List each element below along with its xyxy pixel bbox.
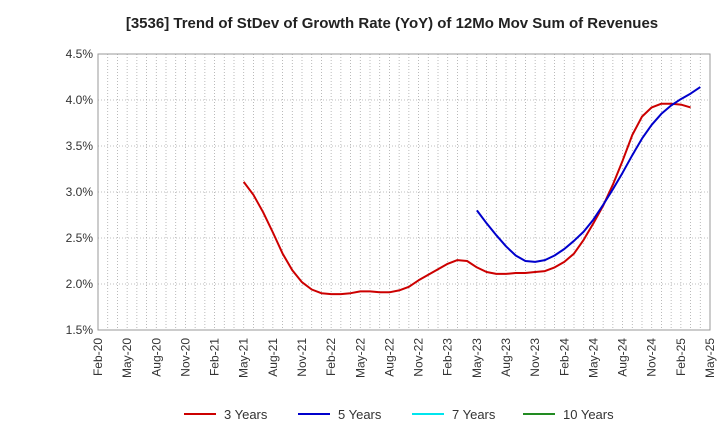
plot-area xyxy=(97,53,711,331)
x-tick-label: Aug-20 xyxy=(149,338,163,377)
x-tick-label: Feb-23 xyxy=(441,338,455,376)
x-tick-label: Nov-20 xyxy=(178,338,192,377)
x-tick-label: May-23 xyxy=(470,338,484,378)
x-tick-label: Nov-24 xyxy=(645,338,659,377)
x-tick-label: Nov-23 xyxy=(528,338,542,377)
legend: 3 Years 5 Years 7 Years 10 Years xyxy=(184,407,614,422)
x-tick-label: Aug-23 xyxy=(499,338,513,377)
x-tick-label: Feb-20 xyxy=(91,338,105,376)
x-tick-label: Aug-21 xyxy=(266,338,280,377)
x-tick-label: May-22 xyxy=(353,338,367,378)
x-tick-label: Nov-21 xyxy=(295,338,309,377)
y-tick-label: 2.0% xyxy=(66,277,94,291)
y-tick-label: 2.5% xyxy=(66,231,94,245)
y-tick-label: 4.0% xyxy=(66,93,94,107)
x-tick-label: May-24 xyxy=(586,338,600,378)
y-tick-label: 3.0% xyxy=(66,185,94,199)
x-tick-label: Feb-24 xyxy=(557,338,571,376)
chart-title: [3536] Trend of StDev of Growth Rate (Yo… xyxy=(126,15,658,32)
x-axis: Feb-20 May-20 Aug-20 Nov-20 Feb-21 May-21 Aug-… xyxy=(91,338,717,378)
x-tick-label: Feb-25 xyxy=(674,338,688,376)
legend-label-10-years: 10 Years xyxy=(563,407,614,422)
legend-label-5-years: 5 Years xyxy=(338,407,382,422)
series-line-3-years xyxy=(242,102,691,296)
x-tick-label: May-20 xyxy=(120,338,134,378)
x-tick-label: Aug-24 xyxy=(616,338,630,377)
x-tick-label: Feb-21 xyxy=(208,338,222,376)
y-tick-label: 3.5% xyxy=(66,139,94,153)
series-line-5-years xyxy=(476,86,701,263)
x-tick-label: Nov-22 xyxy=(412,338,426,377)
y-tick-label: 4.5% xyxy=(66,47,94,61)
legend-label-7-years: 7 Years xyxy=(452,407,496,422)
grid xyxy=(98,54,710,330)
x-tick-label: Feb-22 xyxy=(324,338,338,376)
x-tick-label: May-25 xyxy=(703,338,717,378)
y-tick-label: 1.5% xyxy=(66,323,94,337)
x-tick-label: May-21 xyxy=(237,338,251,378)
x-tick-label: Aug-22 xyxy=(382,338,396,377)
y-axis: 1.5% 2.0% 2.5% 3.0% 3.5% 4.0% 4.5% xyxy=(66,47,94,337)
series-group xyxy=(242,86,701,296)
legend-label-3-years: 3 Years xyxy=(224,407,268,422)
